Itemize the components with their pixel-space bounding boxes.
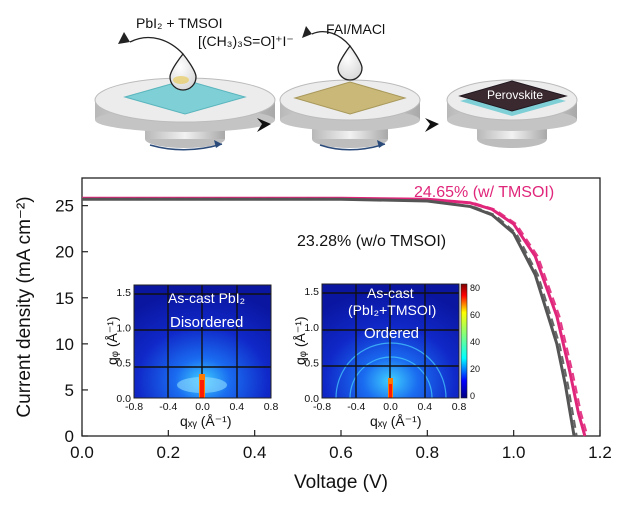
inset-x-tick: -0.8 bbox=[313, 401, 331, 413]
inset-y-tick: 0.5 bbox=[116, 358, 131, 370]
substrate-film-1 bbox=[123, 79, 247, 115]
x-tick-label: 0.6 bbox=[329, 443, 353, 462]
colorbar-tick: 40 bbox=[470, 337, 480, 347]
giwaxs-inset-2: As-cast (PbI₂+TMSOI) Ordered 80 60 40 20 0 -… bbox=[292, 283, 480, 429]
x-tick-label: 1.2 bbox=[588, 443, 612, 462]
inset-x-tick: -0.4 bbox=[347, 401, 365, 413]
arrow-right-icon bbox=[257, 118, 271, 132]
inset-y-tick: 1.0 bbox=[116, 322, 131, 334]
arrow-right-icon bbox=[425, 118, 439, 132]
giwaxs-inset-1: As-cast PbI₂ Disordered -0.8 -0.4 0.0 0.4 0.… bbox=[104, 284, 279, 429]
y-tick-label: 15 bbox=[55, 289, 74, 308]
step1-label-line2: [(CH₃)₃S=O]⁺I⁻ bbox=[198, 33, 294, 49]
series-lines bbox=[82, 196, 589, 437]
inset-y-tick: 0.0 bbox=[304, 393, 319, 405]
series-reverse-line-1 bbox=[84, 198, 578, 437]
colorbar bbox=[460, 283, 468, 399]
x-axis-label: Voltage (V) bbox=[294, 472, 388, 493]
colorbar-tick: 0 bbox=[470, 391, 475, 401]
inset2-title-line1: As-cast bbox=[367, 285, 414, 301]
drop-icon bbox=[118, 32, 197, 91]
y-axis-label: Current density (mA cm⁻²) bbox=[14, 196, 35, 417]
x-ticks: 0.0 0.2 0.4 0.6 0.8 1.0 1.2 bbox=[70, 430, 612, 462]
y-tick-label: 20 bbox=[55, 243, 74, 262]
inset-y-tick: 1.5 bbox=[116, 287, 131, 299]
colorbar-tick: 20 bbox=[470, 364, 480, 374]
x-tick-label: 0.8 bbox=[416, 443, 440, 462]
y-ticks: 0 5 10 15 20 25 bbox=[55, 197, 88, 446]
colorbar-tick: 80 bbox=[470, 283, 480, 293]
inset-y-tick: 0.5 bbox=[304, 357, 319, 369]
y-tick-label: 10 bbox=[55, 335, 74, 354]
inset-x-tick: 0.4 bbox=[417, 401, 432, 413]
inset-x-tick: -0.8 bbox=[125, 401, 143, 413]
inset-x-tick: 0.4 bbox=[229, 401, 244, 413]
spin-coater-step-1 bbox=[94, 77, 276, 151]
series-line-1 bbox=[82, 197, 576, 437]
jv-chart: 0.0 0.2 0.4 0.6 0.8 1.0 1.2 0 5 10 15 20 25 Voltage… bbox=[14, 177, 612, 493]
inset2-x-label: qₓᵧ (Å⁻¹) bbox=[370, 413, 421, 429]
inset-x-tick: 0.0 bbox=[383, 401, 398, 413]
inset1-y-label: qᵩ (Å⁻¹) bbox=[104, 316, 120, 365]
perovskite-film bbox=[458, 80, 568, 112]
spin-coater-step-2 bbox=[279, 79, 421, 151]
inset2-y-label: qᵩ (Å⁻¹) bbox=[292, 316, 308, 365]
x-tick-label: 0.2 bbox=[157, 443, 181, 462]
substrate-film-2 bbox=[293, 81, 407, 115]
inset-x-tick: -0.4 bbox=[159, 401, 177, 413]
y-tick-label: 0 bbox=[65, 427, 74, 446]
inset-y-tick: 1.0 bbox=[304, 322, 319, 334]
inset-y-tick: 0.0 bbox=[116, 393, 131, 405]
step1-label-line1: PbI₂ + TMSOI bbox=[136, 15, 222, 31]
inset1-x-label: qₓᵧ (Å⁻¹) bbox=[180, 413, 231, 429]
inset-x-tick: 0.0 bbox=[195, 401, 210, 413]
spin-coater-step-3 bbox=[446, 79, 578, 148]
y-tick-label: 25 bbox=[55, 197, 74, 216]
y-tick-label: 5 bbox=[65, 381, 74, 400]
perovskite-label: Perovskite bbox=[487, 88, 543, 102]
inset-x-tick: 0.8 bbox=[452, 401, 467, 413]
inset1-title: As-cast PbI₂ bbox=[168, 290, 245, 306]
colorbar-tick: 60 bbox=[470, 310, 480, 320]
x-tick-label: 0.0 bbox=[70, 443, 94, 462]
inset1-order-label: Disordered bbox=[170, 314, 243, 331]
x-tick-label: 0.4 bbox=[243, 443, 267, 462]
x-tick-label: 1.0 bbox=[502, 443, 526, 462]
drop-icon-2 bbox=[302, 26, 363, 81]
inset-x-tick: 0.8 bbox=[264, 401, 279, 413]
inset2-order-label: Ordered bbox=[364, 325, 419, 342]
series-label-tmsoi: 24.65% (w/ TMSOI) bbox=[414, 184, 554, 201]
step2-label: FAI/MACl bbox=[326, 21, 385, 37]
inset-y-tick: 1.5 bbox=[304, 286, 319, 298]
series-label-no-tmsoi: 23.28% (w/o TMSOI) bbox=[297, 233, 446, 250]
inset2-title-line2: (PbI₂+TMSOI) bbox=[348, 302, 436, 318]
